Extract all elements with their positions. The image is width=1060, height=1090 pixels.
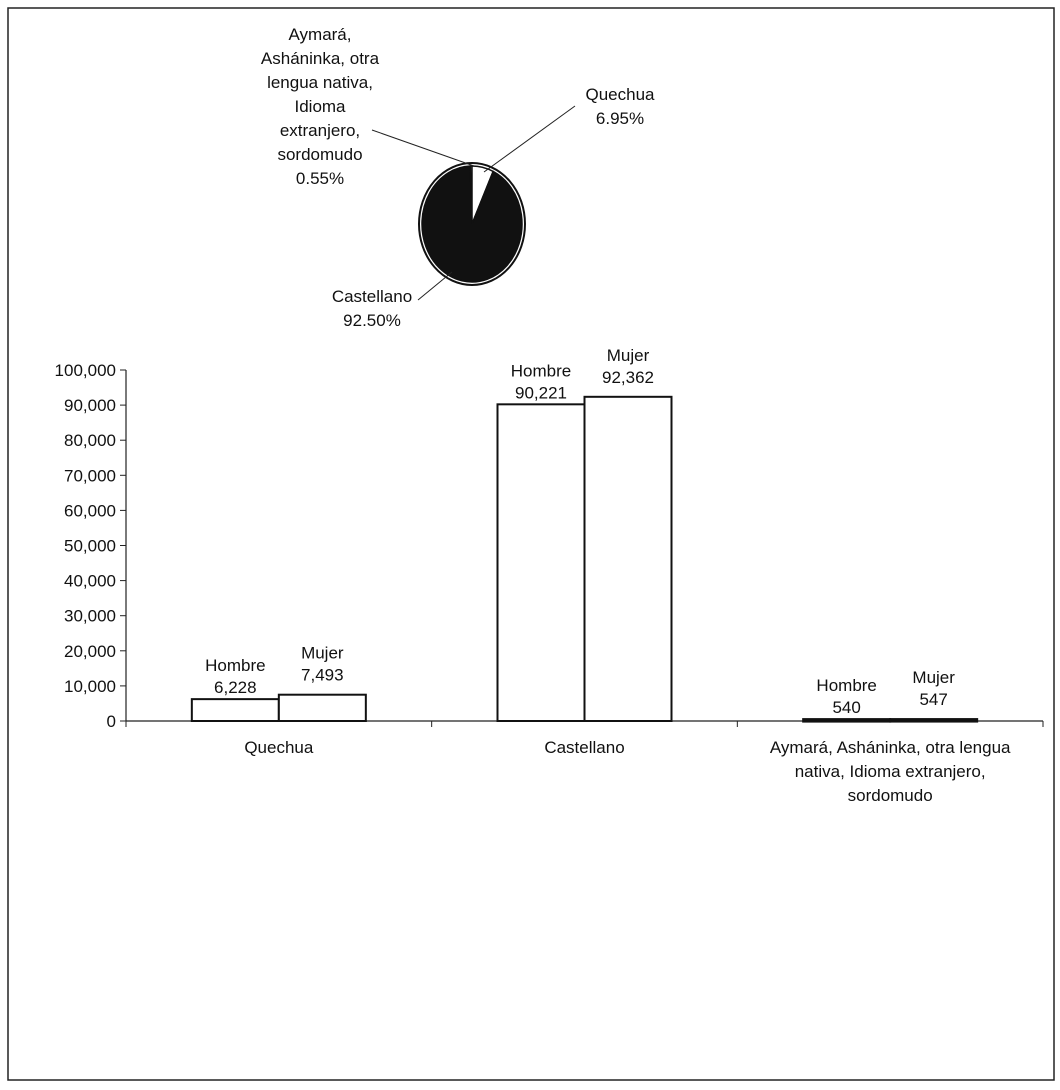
y-tick-label: 0 — [107, 712, 116, 731]
y-tick-label: 90,000 — [64, 396, 116, 415]
bar — [190, 698, 280, 722]
bar-series-label: Hombre — [816, 676, 876, 695]
y-tick-label: 60,000 — [64, 501, 116, 520]
bar-value-label: 540 — [832, 698, 860, 717]
bar — [496, 403, 586, 722]
bar-value-label: 6,228 — [214, 678, 257, 697]
bar-value-label: 92,362 — [602, 368, 654, 387]
bar-series-label: Mujer — [301, 644, 344, 663]
y-tick-label: 80,000 — [64, 431, 116, 450]
bar-value-label: 7,493 — [301, 666, 344, 685]
bar — [277, 693, 367, 723]
bar-chart: 0 10,000 20,000 30,000 40,000 50,000 60,000 70,… — [55, 346, 1044, 805]
pie-value-label: 92.50% — [343, 311, 401, 330]
bar-series-label: Mujer — [607, 346, 650, 365]
pie-leader-line — [371, 129, 475, 167]
y-tick-label: 40,000 — [64, 572, 116, 591]
pie-label: Castellano — [332, 287, 412, 306]
x-category-label: Castellano — [544, 738, 624, 757]
pie-label: extranjero, — [280, 121, 360, 140]
x-category-label: sordomudo — [848, 786, 933, 805]
pie-label: Quechua — [586, 85, 656, 104]
y-tick-label: 70,000 — [64, 466, 116, 485]
pie-label: Asháninka, otra — [261, 49, 380, 68]
y-tick-label: 10,000 — [64, 677, 116, 696]
pie-label: sordomudo — [277, 145, 362, 164]
bar — [583, 395, 673, 722]
bar-value-label: 90,221 — [515, 383, 567, 402]
pie-slice — [421, 165, 523, 283]
chart-border — [7, 7, 1055, 1081]
pie-value-label: 0.55% — [296, 169, 344, 188]
y-tick-label: 50,000 — [64, 537, 116, 556]
pie-label: Aymará, — [289, 25, 352, 44]
pie-label: Idioma — [294, 97, 346, 116]
pie-label: lengua nativa, — [267, 73, 373, 92]
bar-series-label: Hombre — [511, 361, 571, 380]
bar-value-label: 547 — [919, 690, 947, 709]
pie-leader-line — [483, 105, 576, 173]
y-tick-label: 30,000 — [64, 607, 116, 626]
bar — [802, 718, 892, 723]
y-tick-label: 20,000 — [64, 642, 116, 661]
y-tick-label: 100,000 — [55, 361, 116, 380]
pie-leader-line — [417, 271, 453, 301]
bar — [889, 718, 979, 723]
x-category-label: Aymará, Asháninka, otra lengua — [770, 738, 1011, 757]
pie-value-label: 6.95% — [596, 109, 644, 128]
bar-series-label: Mujer — [912, 668, 955, 687]
pie-chart: Quechua 6.95% Aymará, Asháninka, otra lengua… — [261, 25, 655, 330]
bar-series-label: Hombre — [205, 656, 265, 675]
x-category-label: nativa, Idioma extranjero, — [795, 762, 986, 781]
x-category-label: Quechua — [244, 738, 314, 757]
